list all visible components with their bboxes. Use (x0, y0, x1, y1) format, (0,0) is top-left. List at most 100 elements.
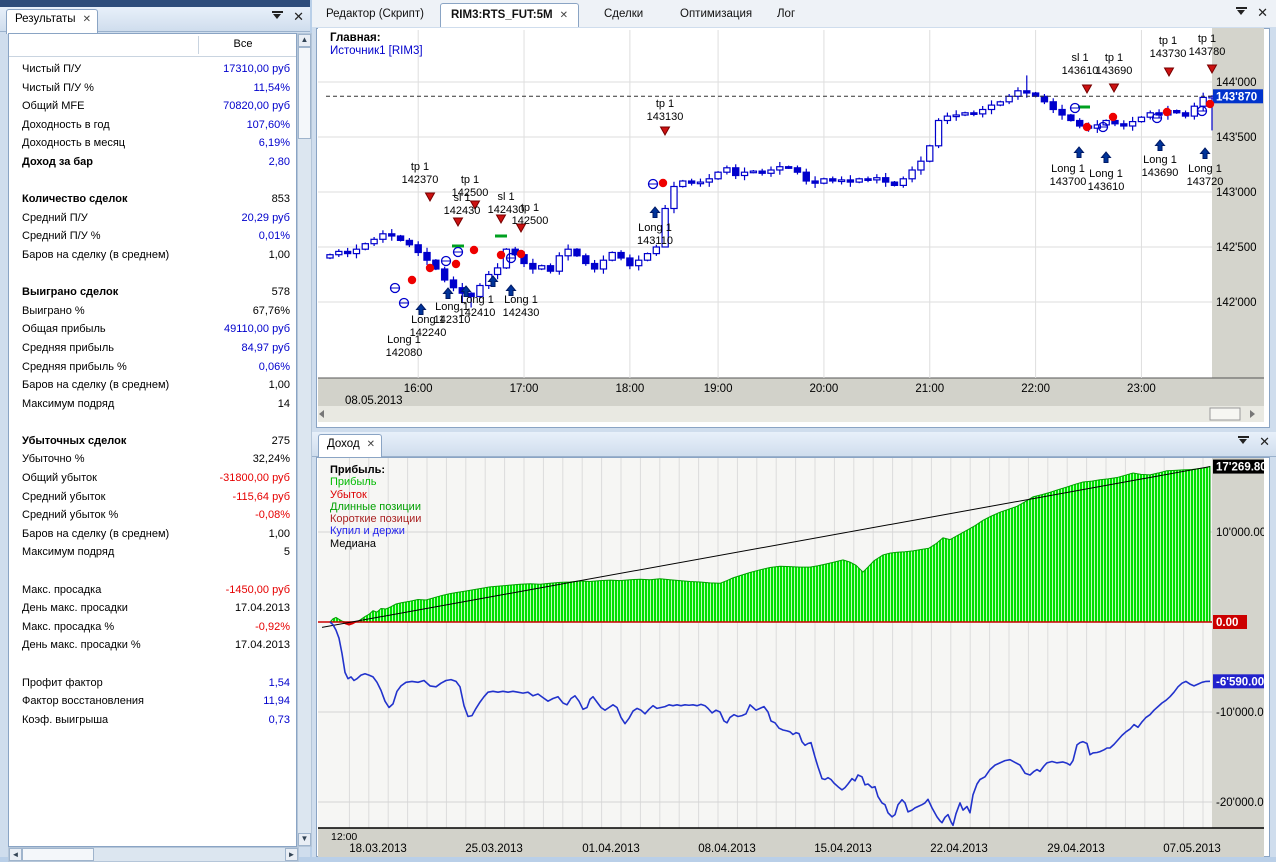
svg-text:sl 1: sl 1 (1071, 52, 1088, 64)
tab-editor-script[interactable]: Редактор (Скрипт) (326, 8, 425, 20)
svg-text:sl 1: sl 1 (497, 191, 514, 203)
stat-value: 67,76% (252, 304, 290, 317)
stat-row: Средний П/У 20,29 руб (9, 209, 296, 228)
stat-value: 107,60% (246, 118, 290, 131)
svg-text:142080: 142080 (386, 347, 423, 359)
svg-text:10'000.00: 10'000.00 (1216, 527, 1264, 539)
svg-text:143610: 143610 (1088, 181, 1125, 193)
svg-text:17'269.80: 17'269.80 (1216, 462, 1264, 474)
svg-text:17:00: 17:00 (510, 383, 539, 395)
stat-row: Средний убыток % -0,08% (9, 506, 296, 525)
stat-label: Выиграно сделок (22, 286, 119, 299)
results-vscrollbar[interactable]: ▲ ▼ (297, 33, 312, 847)
stat-value: 49110,00 руб (223, 323, 290, 336)
scroll-down-icon[interactable]: ▼ (298, 833, 311, 846)
equity-chart[interactable]: 10'000.00 -10'000.00 -20'000.00 17'269.80 0.… (318, 458, 1264, 857)
dock-menu-icon[interactable] (1238, 436, 1250, 447)
scroll-up-icon[interactable]: ▲ (298, 34, 311, 47)
svg-text:Long 1: Long 1 (504, 294, 538, 306)
legend-item: Короткие позиции (330, 513, 422, 526)
svg-text:tp 1: tp 1 (1105, 52, 1123, 64)
svg-text:21:00: 21:00 (915, 383, 944, 395)
stat-row: Чистый П/У % 11,54% (9, 79, 296, 98)
stat-label: Средний П/У % (22, 230, 101, 243)
svg-text:Long 1: Long 1 (1143, 154, 1177, 166)
svg-text:tp 1: tp 1 (1159, 35, 1177, 47)
svg-text:01.04.2013: 01.04.2013 (582, 843, 640, 855)
income-chart-legend: Прибыль: Прибыль Убыток Длинные позиции Коро… (330, 464, 421, 550)
column-header-all: Все (233, 38, 253, 50)
stat-label: Доходность в месяц (22, 137, 126, 150)
stat-row: Количество сделок 853 (9, 190, 296, 209)
stat-label: Макс. просадка (22, 583, 102, 596)
close-icon[interactable]: ✕ (82, 14, 91, 25)
stat-value: 1,00 (268, 248, 290, 261)
stat-row: Доходность в месяц 6,19% (9, 134, 296, 153)
hscroll-thumb[interactable] (22, 848, 94, 861)
svg-text:Long 1: Long 1 (638, 222, 672, 234)
tab-results[interactable]: Результаты ✕ (6, 9, 98, 34)
stat-label: Баров на сделку (в среднем) (22, 379, 170, 392)
close-icon[interactable]: ✕ (366, 439, 376, 450)
stat-value: 32,24% (252, 453, 290, 466)
svg-text:23:00: 23:00 (1127, 383, 1156, 395)
stat-value: -115,64 руб (232, 490, 290, 503)
svg-text:Long 1: Long 1 (1089, 168, 1123, 180)
tab-income[interactable]: Доход ✕ (318, 434, 383, 459)
stat-value: -31800,00 руб (219, 472, 290, 485)
stat-value: 17.04.2013 (234, 639, 290, 652)
stat-label: Средний убыток % (22, 509, 119, 522)
row-spacer (9, 413, 296, 432)
svg-text:143730: 143730 (1150, 48, 1187, 60)
svg-text:142240: 142240 (410, 327, 447, 339)
stat-value: 853 (271, 193, 290, 206)
stat-row: Доходность в год 107,60% (9, 116, 296, 135)
stat-value: 11,94 (263, 695, 290, 708)
stat-label: Максимум подряд (22, 397, 115, 410)
results-hscrollbar[interactable]: ◄ ► (8, 847, 299, 862)
tab-optimization[interactable]: Оптимизация (680, 8, 753, 20)
close-icon[interactable]: ✕ (1257, 5, 1268, 20)
scroll-right-icon[interactable]: ► (285, 848, 298, 861)
close-icon[interactable]: ✕ (559, 10, 568, 21)
svg-text:tp 1: tp 1 (411, 161, 429, 173)
dock-menu-icon[interactable] (272, 11, 284, 22)
svg-text:08.05.2013: 08.05.2013 (345, 395, 403, 407)
stat-value: 17310,00 руб (223, 63, 290, 75)
close-icon[interactable]: ✕ (293, 9, 304, 24)
stat-label: Баров на сделку (в среднем) (22, 527, 170, 540)
vscroll-thumb[interactable] (298, 47, 311, 139)
document-tabbar: Редактор (Скрипт) RIM3:RTS_FUT:5M ✕ Сделк… (312, 0, 1276, 33)
tab-log[interactable]: Лог (777, 8, 796, 20)
svg-text:-6'590.00: -6'590.00 (1216, 676, 1264, 688)
stat-value: 2,80 (268, 155, 290, 168)
svg-text:tp 1: tp 1 (521, 202, 539, 214)
candlestick-chart[interactable]: 144'000 143'500 143'000 142'500 142'000 16:00… (318, 28, 1264, 426)
chart-source-link[interactable]: Источник1 [RIM3] (330, 45, 423, 57)
stat-row: Убыточно % 32,24% (9, 450, 296, 469)
stat-row: Баров на сделку (в среднем) 1,00 (9, 525, 296, 544)
stat-label: Убыточных сделок (22, 434, 127, 447)
svg-text:tp 1: tp 1 (656, 98, 674, 110)
stat-row: Общий MFE 70820,00 руб (9, 97, 296, 116)
svg-text:Long 1: Long 1 (460, 294, 494, 306)
stat-label: Средняя прибыль (22, 341, 114, 354)
svg-text:18.03.2013: 18.03.2013 (349, 843, 407, 855)
close-icon[interactable]: ✕ (1259, 434, 1270, 449)
svg-text:-20'000.00: -20'000.00 (1216, 797, 1264, 809)
column-separator (198, 36, 199, 54)
stat-row: Выиграно сделок 578 (9, 283, 296, 302)
stat-row: Макс. просадка -1450,00 руб (9, 581, 296, 600)
stat-label: Профит фактор (22, 676, 103, 689)
stat-value: -0,92% (255, 620, 290, 633)
tab-trades[interactable]: Сделки (604, 8, 644, 20)
stat-value: 0,73 (268, 713, 290, 726)
stat-label: Коэф. выигрыша (22, 713, 109, 726)
stat-value: 11,54% (253, 81, 291, 94)
stat-row: Чистый П/У 17310,00 руб (9, 60, 296, 79)
dock-menu-icon[interactable] (1236, 7, 1248, 18)
svg-text:08.04.2013: 08.04.2013 (698, 843, 756, 855)
stat-label: Количество сделок (22, 193, 128, 206)
scroll-left-icon[interactable]: ◄ (9, 848, 22, 861)
svg-text:142310: 142310 (434, 314, 471, 326)
